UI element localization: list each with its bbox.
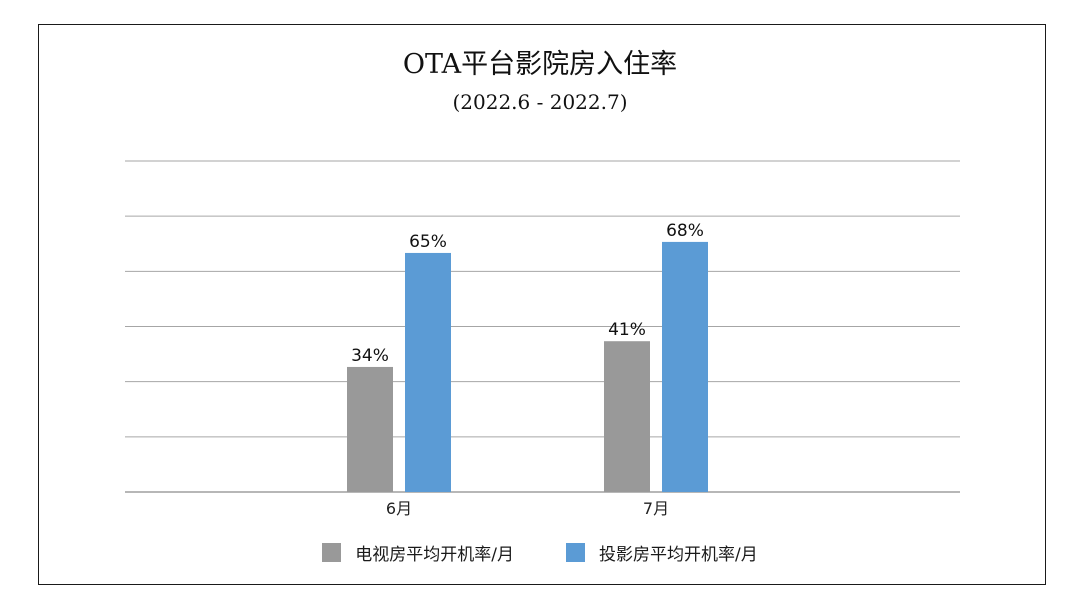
chart-subtitle: (2022.6 - 2022.7) xyxy=(452,90,628,114)
chart-title: OTA平台影院房入住率 xyxy=(402,49,678,80)
bars xyxy=(347,241,708,492)
x-axis-tick-labels: 6月 7月 xyxy=(386,499,669,518)
legend-label: 投影房平均开机率/月 xyxy=(599,545,758,565)
bar-value-label: 65% xyxy=(409,232,447,252)
legend-item-series-2: 投影房平均开机率/月 xyxy=(566,540,758,565)
legend-swatch xyxy=(322,543,342,562)
bar-value-label: 41% xyxy=(608,320,646,340)
bar-series-1-1 xyxy=(347,366,393,492)
bar-value-label: 34% xyxy=(351,346,389,366)
x-tick-label: 7月 xyxy=(643,499,669,518)
bar-series-2-1 xyxy=(405,252,451,492)
legend-swatch xyxy=(566,543,585,562)
bar-value-label: 68% xyxy=(666,221,704,241)
bar-series-2-2 xyxy=(662,241,708,492)
legend-item-series-1: 电视房平均开机率/月 xyxy=(322,540,514,565)
legend: 电视房平均开机率/月 投影房平均开机率/月 xyxy=(0,540,1080,565)
x-tick-label: 6月 xyxy=(386,499,412,518)
gridlines xyxy=(125,160,960,493)
bar-series-1-2 xyxy=(604,341,650,492)
legend-label: 电视房平均开机率/月 xyxy=(355,545,514,565)
bar-labels: 34% 65% 41% 68% xyxy=(351,221,704,366)
